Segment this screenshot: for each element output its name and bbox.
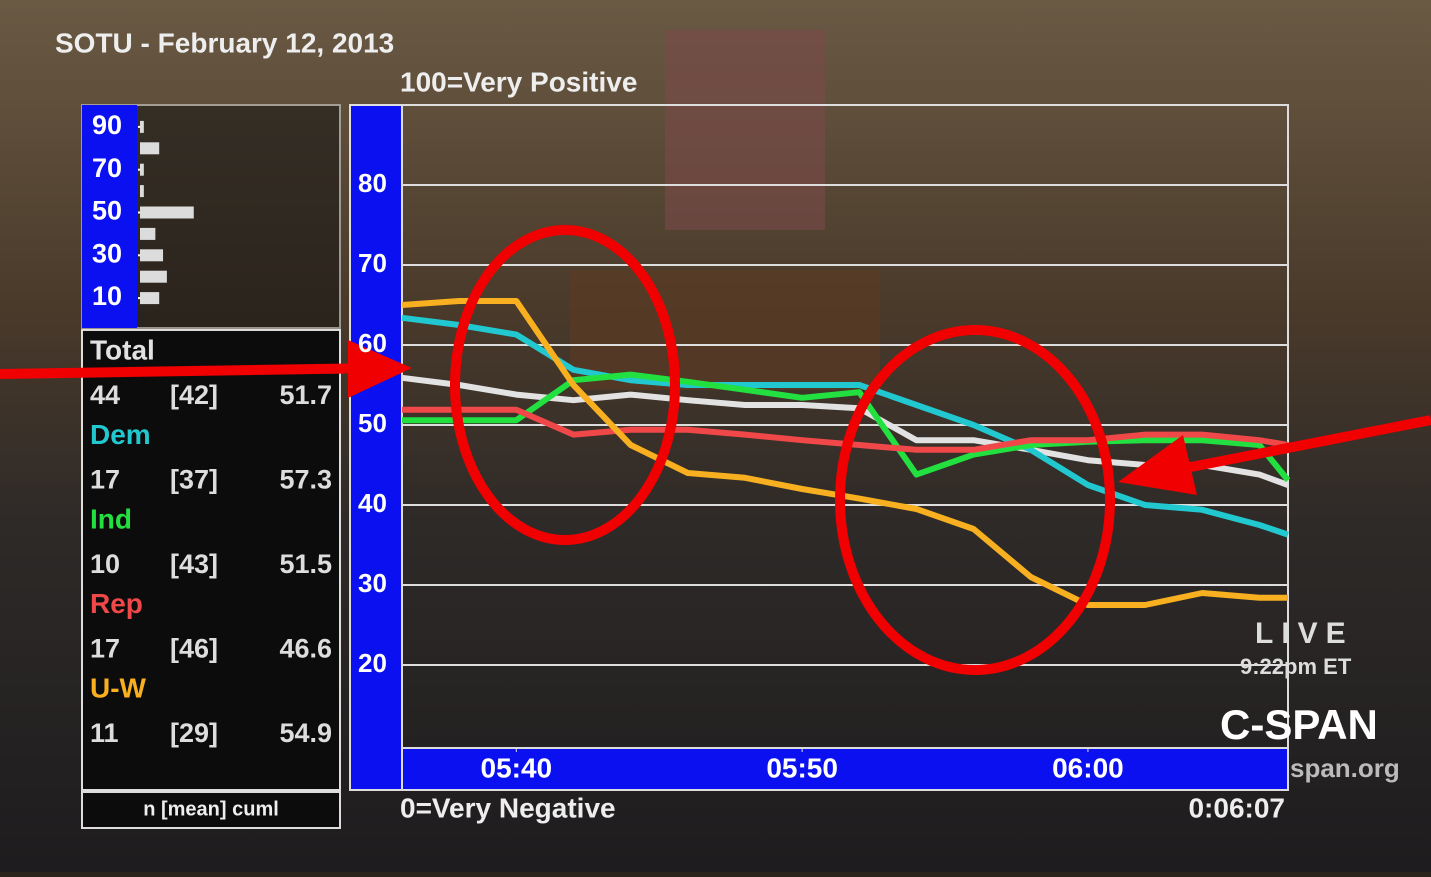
- y-tick-label: 70: [358, 248, 387, 278]
- hist-bar: [140, 292, 160, 305]
- flag: [665, 30, 825, 230]
- bottom-label: 0=Very Negative: [400, 792, 616, 823]
- legend-mean: [42]: [170, 380, 218, 410]
- y-tick-label: 60: [358, 328, 387, 358]
- x-tick-label: 06:00: [1052, 752, 1124, 783]
- y-axis-strip: [349, 104, 403, 791]
- hist-tick-label: 90: [92, 110, 122, 140]
- network-logo: C-SPAN: [1220, 701, 1378, 748]
- hist-bar: [140, 249, 164, 262]
- series-line: [401, 298, 1288, 608]
- arrowhead: [348, 340, 412, 398]
- highlight-ellipse: [450, 225, 680, 545]
- legend-cuml: 51.7: [279, 380, 332, 410]
- legend-cuml: 57.3: [279, 465, 332, 495]
- legend-cuml: 54.9: [279, 718, 332, 748]
- podium: [570, 270, 880, 390]
- annotations: [0, 225, 1431, 675]
- hist-bar: [140, 120, 144, 133]
- hist-tick-label: 70: [92, 153, 122, 183]
- hist-tick-label: 10: [92, 281, 122, 311]
- y-tick-label: 40: [358, 488, 387, 518]
- y-tick-label: 80: [358, 168, 387, 198]
- title: SOTU - February 12, 2013: [55, 27, 394, 58]
- histogram-axis: [82, 105, 137, 328]
- y-tick-label: 50: [358, 408, 387, 438]
- hist-bar: [140, 185, 144, 198]
- x-tick-label: 05:50: [766, 752, 838, 783]
- legend-n: 10: [90, 549, 120, 579]
- legend-mean: [29]: [170, 718, 218, 748]
- arrow: [0, 363, 381, 379]
- clock: 0:06:07: [1188, 792, 1285, 823]
- hist-tick-label: 30: [92, 238, 122, 268]
- series-line: [402, 371, 1291, 483]
- legend-cuml: 46.6: [279, 634, 332, 664]
- hist-bar: [140, 270, 167, 283]
- top-label: 100=Very Positive: [400, 66, 637, 97]
- site: span.org: [1290, 753, 1400, 783]
- legend-name: Rep: [90, 588, 143, 619]
- legend-footer-box: [81, 791, 341, 829]
- legend-footer: n [mean] cuml: [143, 798, 279, 820]
- legend-name: Total: [90, 334, 155, 365]
- legend-mean: [37]: [170, 465, 218, 495]
- arrow: [1149, 415, 1431, 480]
- y-tick-label: 30: [358, 568, 387, 598]
- hist-bar: [140, 227, 156, 240]
- legend-mean: [46]: [170, 634, 218, 664]
- legend-n: 44: [90, 380, 120, 410]
- legend-name: Dem: [90, 419, 151, 450]
- legend-cuml: 51.5: [279, 549, 332, 579]
- highlight-ellipse: [835, 325, 1115, 675]
- legend-n: 11: [90, 718, 119, 748]
- legend-name: U-W: [90, 672, 147, 703]
- hist-tick-label: 50: [92, 196, 122, 226]
- legend-n: 17: [90, 634, 120, 664]
- hist-bar: [140, 206, 194, 219]
- hist-bar: [140, 142, 160, 155]
- legend-panel: [81, 329, 341, 791]
- hist-bar: [140, 163, 144, 176]
- legend-n: 17: [90, 465, 120, 495]
- arrowhead: [1118, 435, 1197, 495]
- x-axis-strip: [401, 747, 1289, 791]
- time-et: 9:22pm ET: [1240, 654, 1352, 679]
- series-line: [402, 406, 1289, 453]
- y-tick-label: 20: [358, 648, 387, 678]
- legend-name: Ind: [90, 503, 132, 534]
- live-label: LIVE: [1255, 617, 1354, 650]
- x-tick-label: 05:40: [481, 752, 553, 783]
- legend-mean: [43]: [170, 549, 218, 579]
